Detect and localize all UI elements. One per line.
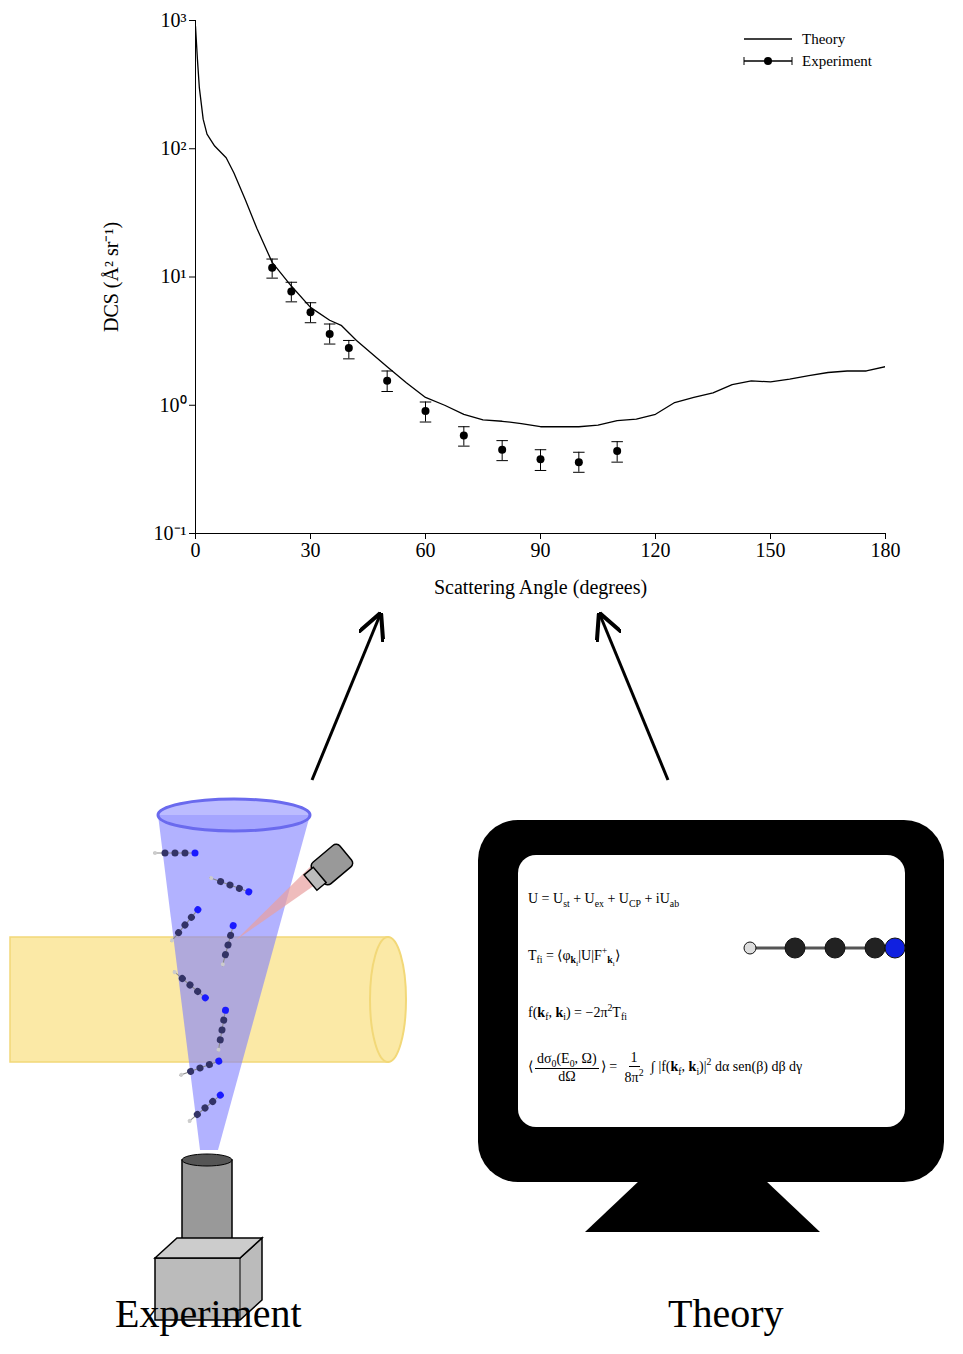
html-text:Experiment: Experiment: [802, 52, 872, 69]
svg-text:120: 120: [641, 539, 671, 561]
html-text:Tfi= ⟨φkf: Tfi= ⟨φkf: [528, 947, 579, 968]
html-text:|U|F+: |U|F+: [578, 944, 608, 963]
svg-text:DCS (Å² sr⁻¹): DCS (Å² sr⁻¹): [100, 222, 123, 332]
svg-text:10¹: 10¹: [161, 265, 187, 287]
svg-text:10³: 10³: [161, 9, 187, 31]
svg-text:10²: 10²: [161, 137, 187, 159]
svg-text:60: 60: [416, 539, 436, 561]
html-text:8π2 ∫ |f(kf, ki)|2dα sen(β) dβ: 8π2 ∫ |f(kf, ki)|2dα sen(β) dβ dγ: [624, 1056, 803, 1085]
html-text:f(kf, ki) = −2π2Tfi: f(kf, ki) = −2π2Tfi: [528, 1001, 627, 1023]
html-text:1: 1: [630, 1050, 638, 1066]
svg-text:0: 0: [191, 539, 201, 561]
svg-text:Scattering Angle (degrees): Scattering Angle (degrees): [434, 576, 647, 599]
html-text:Experiment: Experiment: [115, 1291, 302, 1336]
svg-text:10⁻¹: 10⁻¹: [154, 522, 187, 544]
html-text:Theory: Theory: [668, 1291, 784, 1336]
html-text:ki: ki: [607, 954, 615, 968]
svg-text:180: 180: [871, 539, 901, 561]
html-text:dσ0(E0, Ω): dσ0(E0, Ω): [537, 1050, 597, 1069]
svg-text:90: 90: [531, 539, 551, 561]
svg-text:30: 30: [301, 539, 321, 561]
svg-text:150: 150: [756, 539, 786, 561]
svg-text:10⁰: 10⁰: [160, 394, 187, 416]
html-text:Theory: Theory: [802, 30, 846, 47]
html-text:U = Ust+ Uex+ UCP+ iUab: U = Ust+ Uex+ UCP+ iUab: [528, 891, 680, 909]
html-text:dΩ: dΩ: [558, 1069, 576, 1085]
